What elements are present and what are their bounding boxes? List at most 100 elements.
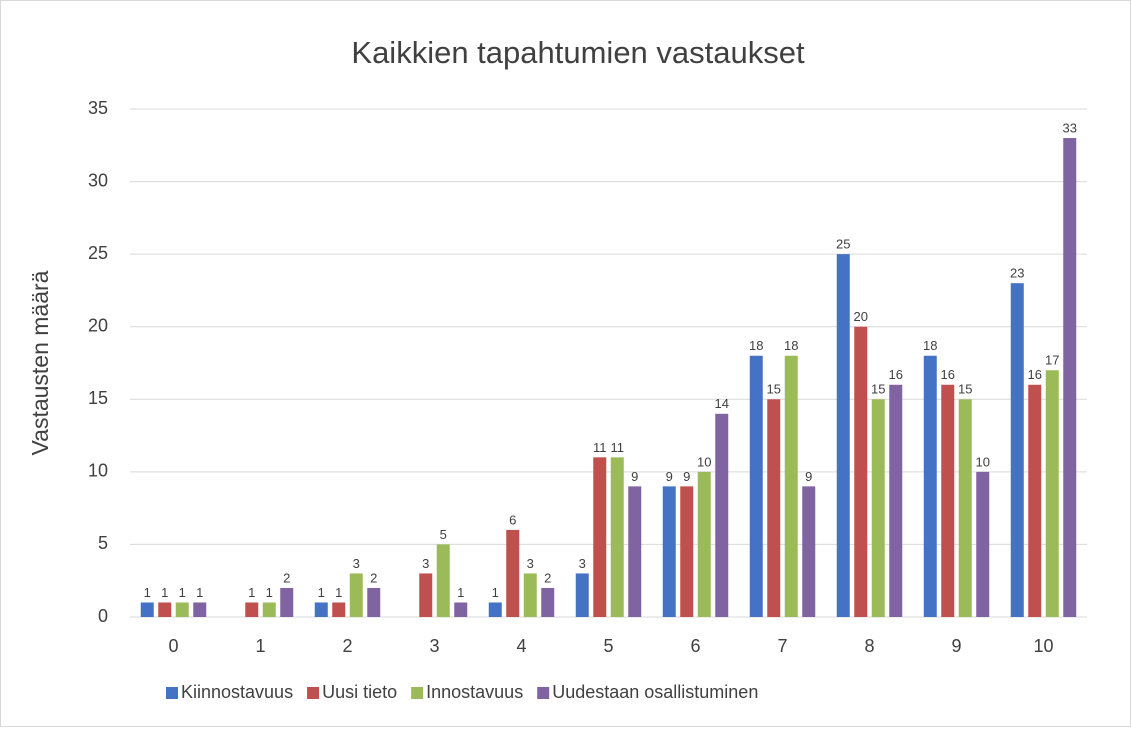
x-tick-label: 4	[516, 636, 526, 656]
legend-swatch	[537, 687, 550, 699]
bar	[314, 602, 328, 617]
y-tick-label: 20	[88, 315, 108, 335]
bar	[889, 384, 903, 617]
bar	[628, 486, 642, 617]
y-axis-label: Vastausten määrä	[27, 270, 53, 455]
y-tick-label: 0	[98, 606, 108, 626]
data-label: 18	[923, 338, 937, 353]
x-tick-label: 9	[951, 636, 961, 656]
bar	[836, 254, 850, 617]
data-label: 1	[144, 585, 151, 600]
data-label: 9	[666, 469, 673, 484]
data-label: 10	[697, 454, 711, 469]
data-label: 2	[544, 570, 551, 585]
bar	[662, 486, 676, 617]
data-label: 9	[631, 469, 638, 484]
bar	[958, 399, 972, 617]
data-label: 1	[457, 585, 464, 600]
bar	[610, 457, 624, 617]
legend-swatch	[411, 687, 424, 699]
data-label: 25	[836, 237, 850, 252]
data-label: 1	[161, 585, 168, 600]
x-tick-label: 2	[342, 636, 352, 656]
bar	[1028, 384, 1042, 617]
bar	[575, 573, 589, 617]
bar	[419, 573, 433, 617]
legend-label: Uusi tieto	[322, 682, 397, 702]
bar	[175, 602, 189, 617]
bar	[1063, 138, 1077, 617]
legend-swatch	[166, 687, 178, 699]
bar	[367, 587, 381, 617]
bar	[871, 399, 885, 617]
bar	[854, 326, 868, 617]
data-label: 14	[715, 396, 729, 411]
y-tick-label: 35	[88, 98, 108, 118]
x-tick-label: 7	[777, 636, 787, 656]
bar	[1045, 370, 1059, 617]
x-tick-label: 10	[1033, 636, 1053, 656]
data-label: 33	[1063, 120, 1077, 135]
bar	[749, 355, 763, 617]
data-label: 1	[492, 585, 499, 600]
data-label: 1	[196, 585, 203, 600]
bar	[193, 602, 207, 617]
bar	[488, 602, 502, 617]
data-label: 3	[579, 556, 586, 571]
data-label: 18	[784, 338, 798, 353]
data-label: 1	[266, 585, 273, 600]
legend-label: Uudestaan osallistuminen	[552, 682, 758, 702]
bar	[802, 486, 816, 617]
bar	[767, 399, 781, 617]
bar	[923, 355, 937, 617]
data-label: 11	[611, 440, 625, 455]
x-tick-label: 5	[603, 636, 613, 656]
data-label: 9	[805, 469, 812, 484]
bar	[541, 587, 555, 617]
bar	[680, 486, 694, 617]
data-label: 18	[749, 338, 763, 353]
y-tick-label: 5	[98, 533, 108, 553]
x-tick-label: 3	[429, 636, 439, 656]
data-label: 3	[527, 556, 534, 571]
bar	[436, 544, 450, 617]
y-tick-label: 15	[88, 388, 108, 408]
legend-swatch	[307, 687, 320, 699]
bar	[262, 602, 276, 617]
data-label: 16	[1028, 367, 1042, 382]
data-label: 5	[440, 527, 447, 542]
bar	[454, 602, 468, 617]
data-label: 6	[509, 512, 516, 527]
bar	[976, 471, 990, 617]
bar	[332, 602, 346, 617]
bar	[245, 602, 259, 617]
data-label: 1	[179, 585, 186, 600]
y-tick-label: 30	[88, 170, 108, 190]
data-label: 16	[889, 367, 903, 382]
x-tick-label: 0	[168, 636, 178, 656]
data-label: 20	[854, 309, 868, 324]
data-label: 2	[370, 570, 377, 585]
bar	[784, 355, 798, 617]
data-label: 2	[283, 570, 290, 585]
y-tick-label: 25	[88, 243, 108, 263]
bar	[1010, 283, 1024, 617]
y-tick-label: 10	[88, 461, 108, 481]
data-label: 9	[683, 469, 690, 484]
bar	[523, 573, 537, 617]
data-label: 15	[871, 382, 885, 397]
x-tick-label: 8	[864, 636, 874, 656]
data-label: 3	[353, 556, 360, 571]
data-label: 1	[335, 585, 342, 600]
data-label: 15	[767, 382, 781, 397]
bar	[506, 529, 520, 617]
bar	[349, 573, 363, 617]
data-label: 16	[941, 367, 955, 382]
data-label: 1	[318, 585, 325, 600]
bar	[140, 602, 154, 617]
data-label: 3	[422, 556, 429, 571]
bar	[697, 471, 711, 617]
chart-title: Kaikkien tapahtumien vastaukset	[351, 35, 805, 70]
data-label: 23	[1010, 266, 1024, 281]
